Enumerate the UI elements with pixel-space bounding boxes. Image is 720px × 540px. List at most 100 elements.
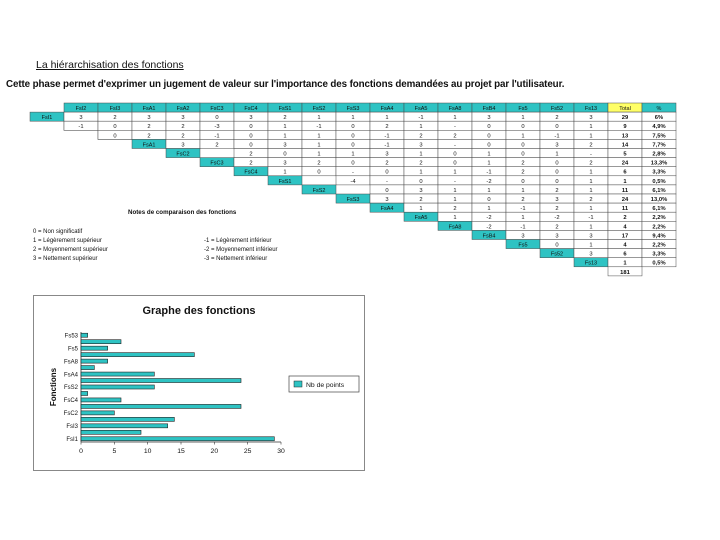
matrix-value: 0 bbox=[385, 188, 388, 194]
matrix-value: 0 bbox=[555, 124, 558, 130]
matrix-value: - bbox=[454, 179, 456, 185]
matrix-value: -1 bbox=[554, 133, 559, 139]
matrix-value: -2 bbox=[554, 215, 559, 221]
matrix-value: -1 bbox=[78, 124, 83, 130]
x-tick-label: 10 bbox=[144, 448, 152, 455]
header-label: Fs13 bbox=[585, 106, 597, 112]
legend-swatch bbox=[293, 380, 303, 388]
matrix-cell bbox=[641, 257, 677, 268]
matrix-value: 3 bbox=[147, 115, 150, 121]
row-label: FsC2 bbox=[176, 152, 189, 158]
matrix-value: 9,4% bbox=[652, 233, 665, 239]
matrix-value: 3 bbox=[249, 115, 252, 121]
matrix-value: -1 bbox=[214, 133, 219, 139]
row-label: Fs5 bbox=[518, 243, 527, 249]
matrix-value: 1 bbox=[487, 188, 490, 194]
note-right: -2 = Moyennement inférieur bbox=[204, 247, 278, 253]
matrix-value: 1 bbox=[589, 206, 592, 212]
matrix-value: -2 bbox=[486, 179, 491, 185]
matrix-value: 2,2% bbox=[652, 215, 665, 221]
matrix-value: 1 bbox=[589, 243, 592, 249]
matrix-value: 1 bbox=[317, 133, 320, 139]
matrix-value: 1 bbox=[283, 170, 286, 176]
matrix-value: 13 bbox=[622, 133, 629, 139]
matrix-value: 2 bbox=[317, 161, 320, 167]
matrix-value: 2 bbox=[555, 206, 558, 212]
matrix-value: 2 bbox=[589, 142, 592, 148]
matrix-value: - bbox=[386, 179, 388, 185]
header-label: FsA1 bbox=[143, 106, 156, 112]
matrix-value: 0 bbox=[249, 142, 252, 148]
matrix-value: 0 bbox=[351, 124, 354, 130]
matrix-value: 6,1% bbox=[652, 206, 665, 212]
matrix-value: -4 bbox=[350, 179, 356, 185]
matrix-value: 2,2% bbox=[652, 243, 665, 249]
header-label: FsS3 bbox=[347, 106, 360, 112]
header-label: FsA2 bbox=[177, 106, 190, 112]
matrix-value: 3 bbox=[79, 115, 82, 121]
matrix-value: 1 bbox=[453, 197, 456, 203]
matrix-value: 11 bbox=[622, 188, 629, 194]
matrix-value: 1 bbox=[419, 206, 422, 212]
matrix-value: 6 bbox=[623, 170, 627, 176]
matrix-value: 4 bbox=[623, 243, 627, 249]
matrix-value: 2 bbox=[113, 115, 116, 121]
matrix-value: 2 bbox=[589, 161, 592, 167]
matrix-value: - bbox=[454, 124, 456, 130]
note-left: 3 = Nettement supérieur bbox=[33, 256, 98, 262]
y-tick-label: FsC2 bbox=[64, 411, 79, 417]
row-label: FsA1 bbox=[143, 142, 156, 148]
matrix-value: 0 bbox=[453, 152, 456, 158]
matrix-value: - bbox=[590, 152, 592, 158]
matrix-value: 0 bbox=[351, 161, 354, 167]
y-tick-label: Fs53 bbox=[65, 333, 79, 339]
matrix-value: -1 bbox=[418, 115, 423, 121]
matrix-value: 3 bbox=[521, 233, 524, 239]
matrix-value: 2 bbox=[181, 124, 184, 130]
row-label-cell bbox=[267, 175, 303, 186]
matrix-value: 2 bbox=[521, 197, 524, 203]
matrix-value: 5 bbox=[623, 152, 627, 158]
matrix-value: 14 bbox=[622, 142, 629, 148]
matrix-value: -1 bbox=[384, 133, 389, 139]
y-tick-label: FsA4 bbox=[64, 372, 79, 378]
header-label: FsB4 bbox=[483, 106, 496, 112]
matrix-value: 2 bbox=[555, 224, 558, 230]
bar bbox=[80, 332, 88, 338]
matrix-value: 2 bbox=[249, 161, 252, 167]
matrix-value: 3 bbox=[181, 115, 184, 121]
matrix-value: 0 bbox=[419, 179, 422, 185]
matrix-value: 1 bbox=[419, 152, 422, 158]
matrix-value: -1 bbox=[520, 224, 525, 230]
row-label: FsA8 bbox=[449, 224, 462, 230]
matrix-value: 3 bbox=[283, 142, 286, 148]
matrix-value: 2 bbox=[555, 115, 558, 121]
matrix-value: 0 bbox=[555, 243, 558, 249]
note-right: -3 = Nettement inférieur bbox=[204, 256, 268, 262]
matrix-value: 1 bbox=[419, 124, 422, 130]
matrix-value: 1 bbox=[283, 124, 286, 130]
matrix-value: 1 bbox=[623, 179, 627, 185]
notes-title: Notes de comparaison des fonctions bbox=[128, 209, 237, 216]
matrix-value: 3 bbox=[589, 233, 592, 239]
matrix-value: 1 bbox=[555, 152, 558, 158]
matrix-value: 1 bbox=[589, 179, 592, 185]
matrix-value: 2 bbox=[181, 133, 184, 139]
matrix-value: 1 bbox=[453, 170, 456, 176]
header-label: FsA5 bbox=[415, 106, 428, 112]
y-tick-label: FsI1 bbox=[66, 437, 78, 443]
header-label: FsS2 bbox=[313, 106, 326, 112]
total-cell bbox=[607, 266, 643, 277]
matrix-value: 0 bbox=[113, 133, 116, 139]
y-tick-label: FsS2 bbox=[64, 385, 79, 391]
matrix-value: -1 bbox=[486, 170, 491, 176]
bar bbox=[80, 339, 122, 345]
note-right: -1 = Légèrement inférieur bbox=[204, 238, 272, 244]
row-label: FsA5 bbox=[415, 215, 428, 221]
matrix-value: 1 bbox=[521, 133, 524, 139]
y-tick-label: FsA8 bbox=[64, 359, 79, 365]
matrix-value: 0 bbox=[487, 124, 490, 130]
row-label-cell bbox=[165, 148, 201, 158]
matrix-value: 13,3% bbox=[651, 161, 667, 167]
matrix-value: 4 bbox=[623, 224, 627, 230]
